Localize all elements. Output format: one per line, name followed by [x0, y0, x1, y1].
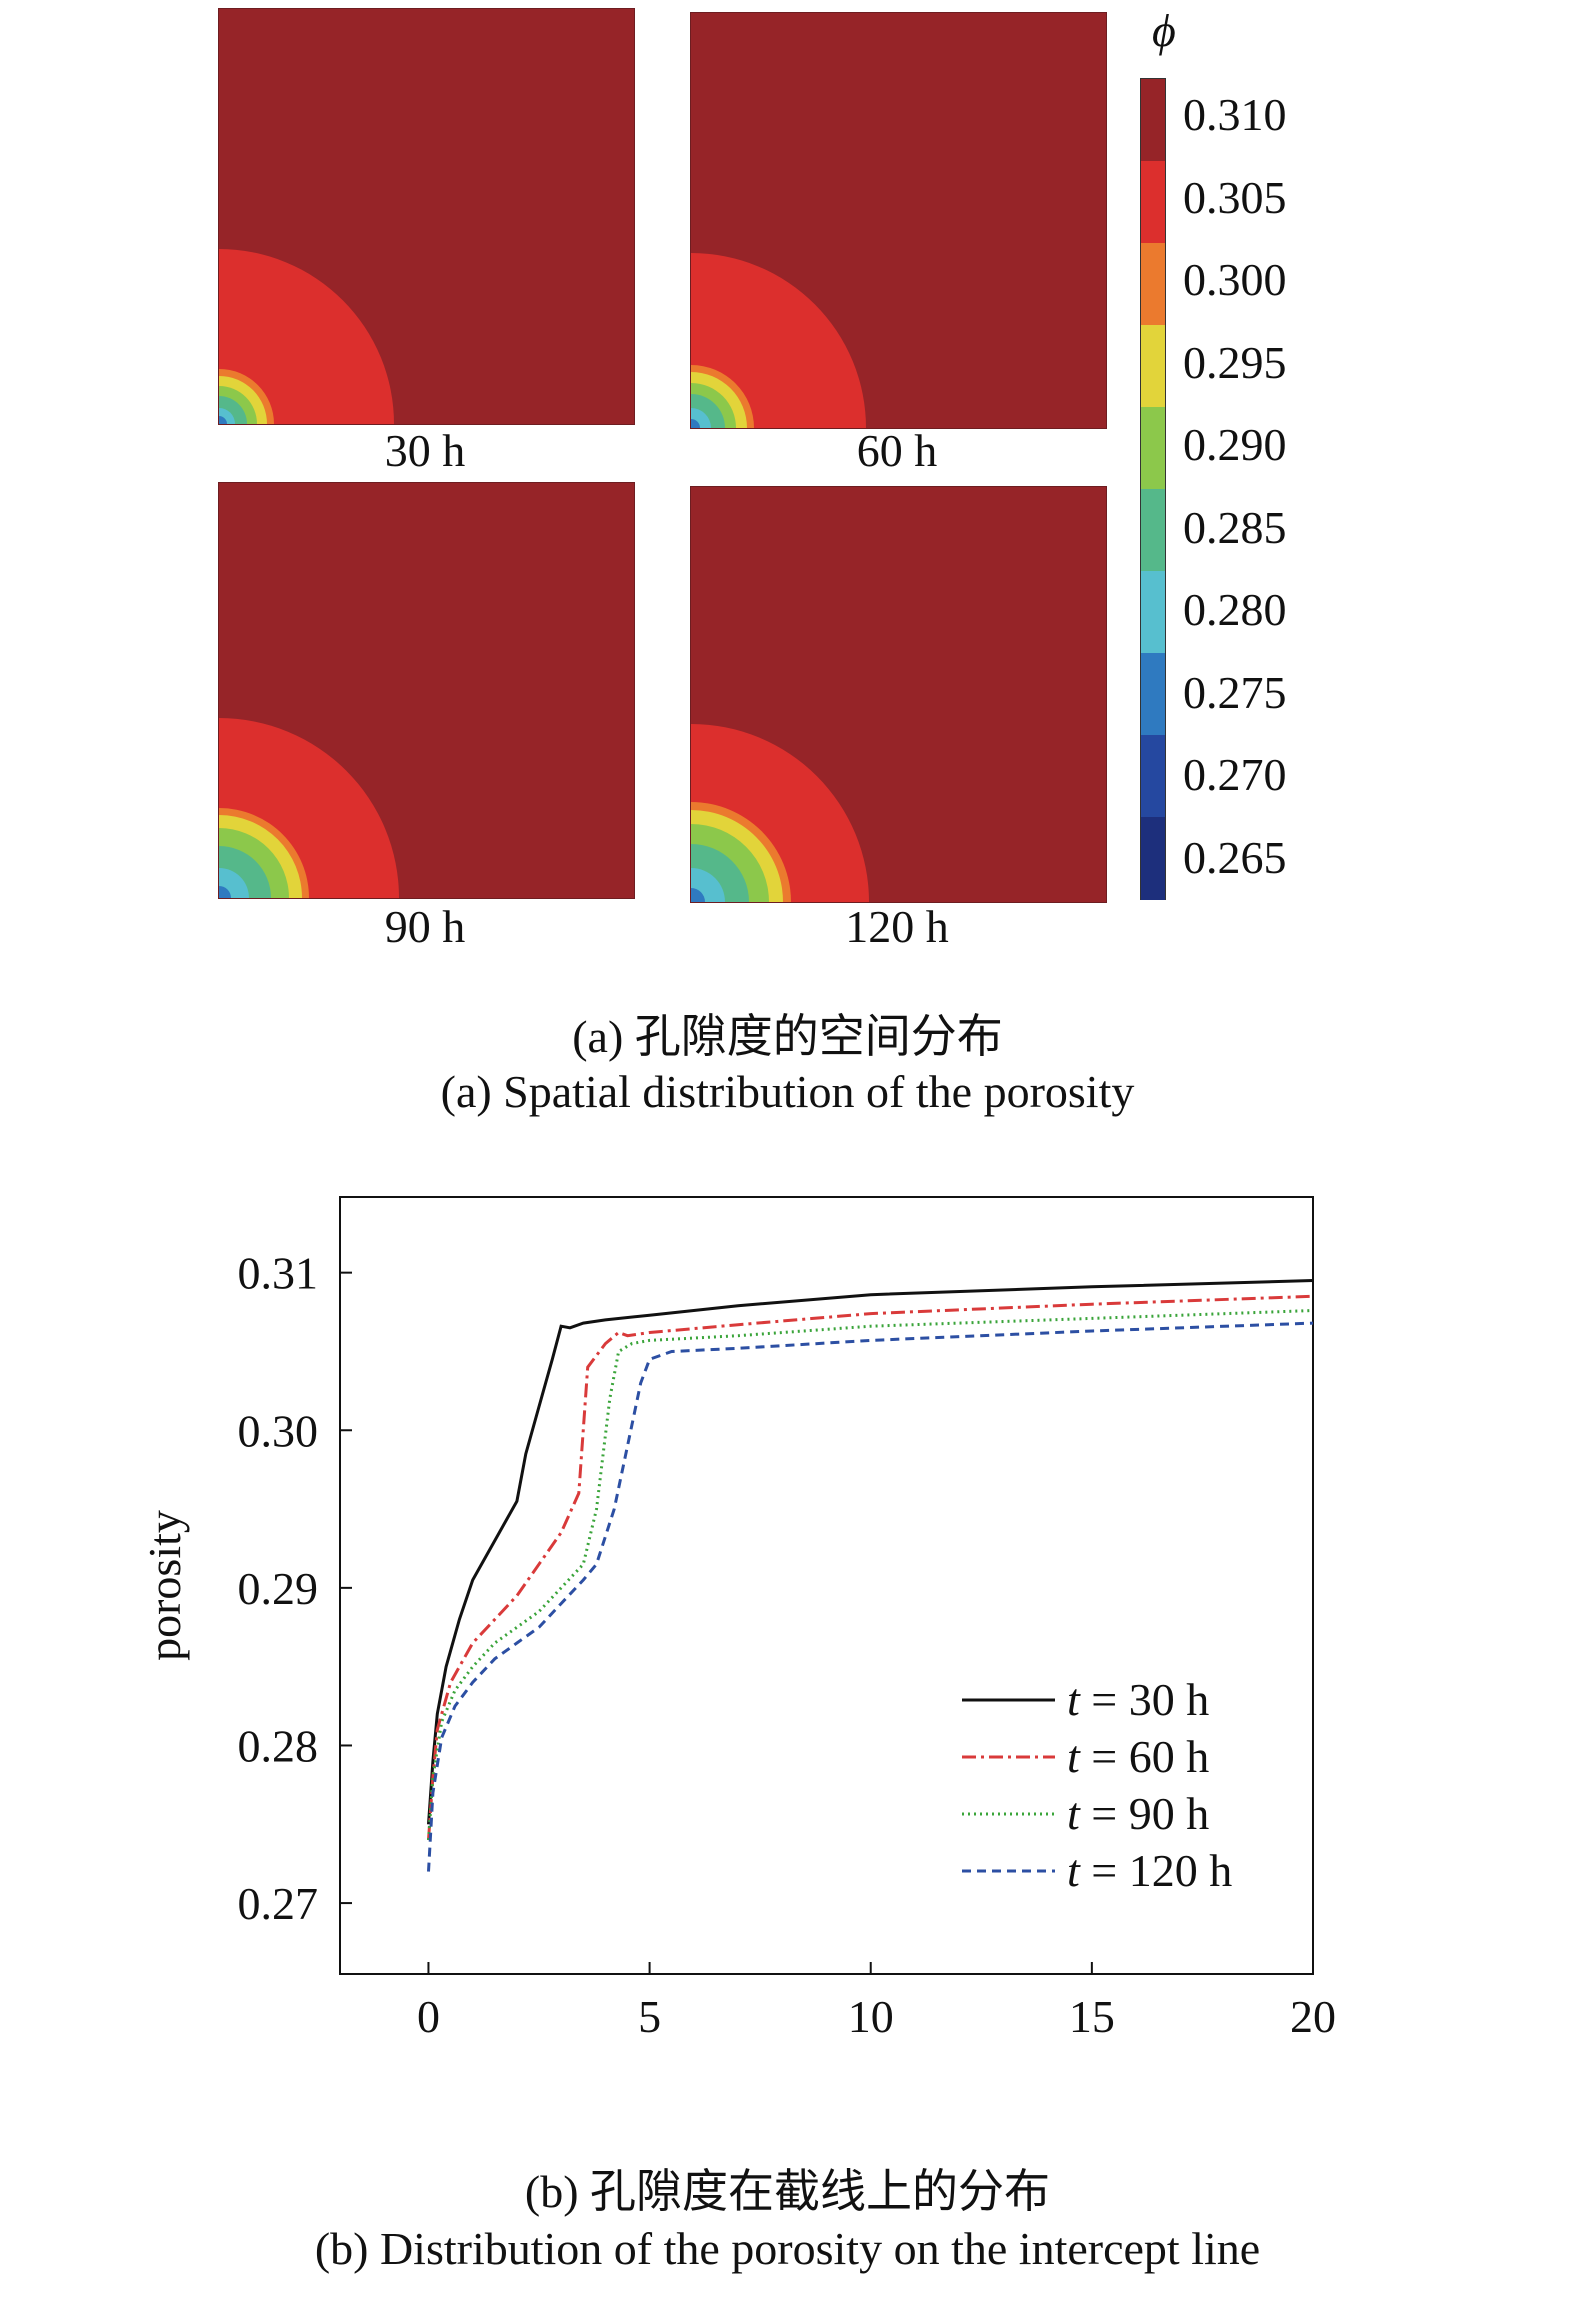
x-tick-label: 0: [417, 1991, 440, 2042]
y-tick-label: 0.29: [238, 1563, 319, 1614]
panel-label-90h: 90 h: [384, 901, 466, 952]
colorbar-swatch: [1141, 243, 1165, 326]
series-line-1: [427, 1279, 1314, 1825]
colorbar-tick-label: 0.290: [1183, 419, 1287, 470]
porosity-zone: [219, 249, 394, 424]
panel-label-120h: 120 h: [845, 901, 949, 952]
porosity-contour: [691, 253, 866, 428]
colorbar: [1140, 78, 1166, 900]
contour-panel-90h: [218, 482, 635, 899]
contour-panel-120h: [690, 486, 1107, 903]
series-line-2: [427, 1294, 1314, 1841]
colorbar-swatch: [1141, 161, 1165, 244]
y-tick-label: 0.31: [238, 1248, 319, 1299]
legend-label: t = 30 h: [1067, 1674, 1209, 1725]
colorbar-swatch: [1141, 653, 1165, 736]
y-axis-label: porosity: [139, 1510, 190, 1661]
contour-panel-30h: [218, 8, 635, 425]
caption-a-english: (a) Spatial distribution of the porosity: [440, 1066, 1135, 1117]
colorbar-swatch: [1141, 325, 1165, 408]
x-tick-label: 10: [848, 1991, 894, 2042]
panel-label-30h: 30 h: [384, 425, 466, 476]
colorbar-swatch: [1141, 407, 1165, 490]
caption-b-chinese: (b) 孔隙度在截线上的分布: [524, 2166, 1051, 2217]
porosity-zone: [691, 888, 705, 902]
y-tick-label: 0.28: [238, 1720, 319, 1771]
colorbar-tick-label: 0.265: [1183, 831, 1287, 883]
porosity-contour: [219, 249, 394, 424]
porosity-contour: [219, 718, 399, 898]
colorbar-tick-label: 0.295: [1183, 336, 1287, 388]
legend-label: t = 60 h: [1067, 1731, 1209, 1782]
colorbar-swatch: [1141, 735, 1165, 818]
legend-label: t = 90 h: [1067, 1788, 1209, 1839]
series-line-3: [427, 1309, 1314, 1841]
colorbar-swatch: [1141, 817, 1165, 900]
y-tick-label: 0.30: [238, 1405, 319, 1456]
colorbar-tick-label: 0.280: [1183, 584, 1287, 635]
colorbar-tick-label: 0.285: [1183, 501, 1287, 553]
porosity-zone: [219, 886, 231, 898]
colorbar-tick-label: 0.270: [1183, 749, 1287, 800]
porosity-zone: [691, 419, 700, 428]
x-tick-label: 5: [638, 1991, 661, 2042]
porosity-zone: [219, 416, 227, 424]
colorbar-tick-label: 0.275: [1183, 666, 1287, 718]
legend-label: t = 120 h: [1067, 1845, 1232, 1896]
porosity-line-chart: 051015200.270.280.290.300.31porosityr/mt…: [139, 1196, 1336, 2042]
colorbar-tick-label: 0.305: [1183, 171, 1287, 223]
plot-frame: [339, 1196, 1314, 1975]
contour-panel-60h: [690, 12, 1107, 429]
caption-b-english: (b) Distribution of the porosity on the …: [314, 2223, 1261, 2274]
panel-label-60h: 60 h: [856, 425, 938, 476]
colorbar-swatch: [1141, 489, 1165, 572]
caption-a-chinese: (a) 孔隙度的空间分布: [572, 1011, 1003, 1062]
colorbar-swatch: [1141, 79, 1165, 162]
colorbar-swatch: [1141, 571, 1165, 654]
colorbar-symbol: ϕ: [1152, 5, 1176, 56]
porosity-contour: [691, 724, 869, 902]
x-tick-label: 20: [1290, 1991, 1336, 2042]
x-tick-label: 15: [1069, 1991, 1115, 2042]
series-line-4: [427, 1321, 1314, 1872]
colorbar-tick-label: 0.310: [1183, 89, 1287, 140]
colorbar-tick-label: 0.300: [1183, 254, 1287, 305]
y-tick-label: 0.27: [238, 1878, 319, 1929]
